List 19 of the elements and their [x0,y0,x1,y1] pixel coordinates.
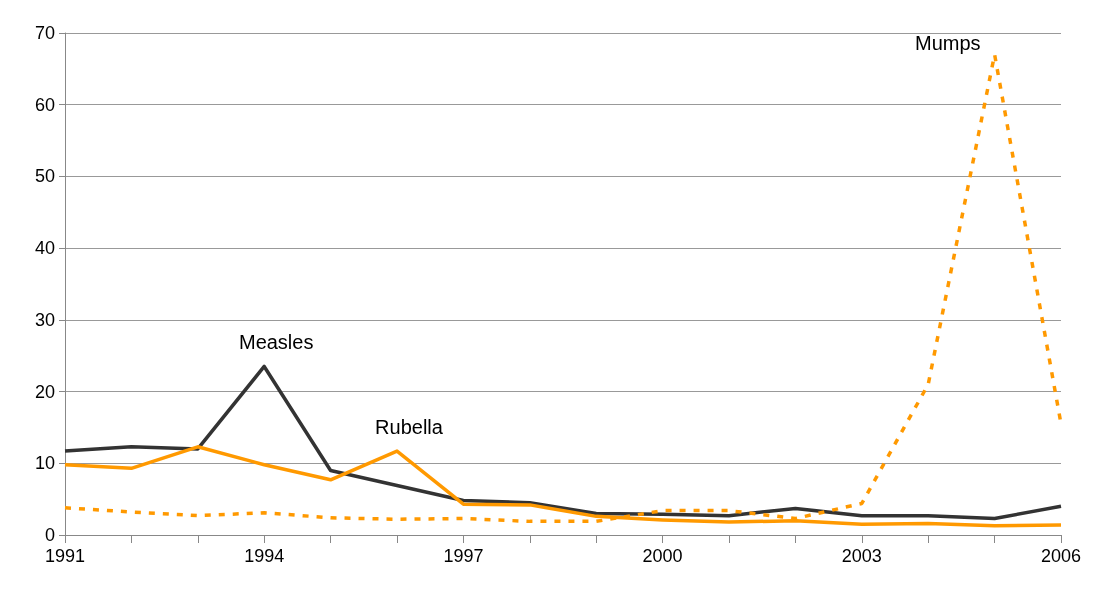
series-label: Measles [238,331,314,354]
x-tick-label: 2003 [841,546,882,566]
x-tick-label: 1997 [443,546,484,566]
y-tick-label: 40 [34,238,55,259]
y-tick-label: 50 [34,166,55,187]
series-label: Mumps [915,31,981,54]
x-tick-label: 2006 [1040,546,1082,566]
y-tick-label: 0 [44,525,55,545]
line-series [63,52,1063,524]
x-tick-label: 1994 [244,546,285,566]
x-tick-label: 2000 [642,546,683,566]
y-tick-label: 20 [34,381,55,402]
series-label: Rubella [375,416,444,439]
line-series [63,364,1063,521]
y-tick-label: 10 [34,453,55,474]
y-tick-label: 70 [34,23,55,43]
y-tick-label: 30 [34,309,55,330]
x-tick-label: 1991 [44,546,86,566]
y-tick-label: 60 [34,94,55,115]
